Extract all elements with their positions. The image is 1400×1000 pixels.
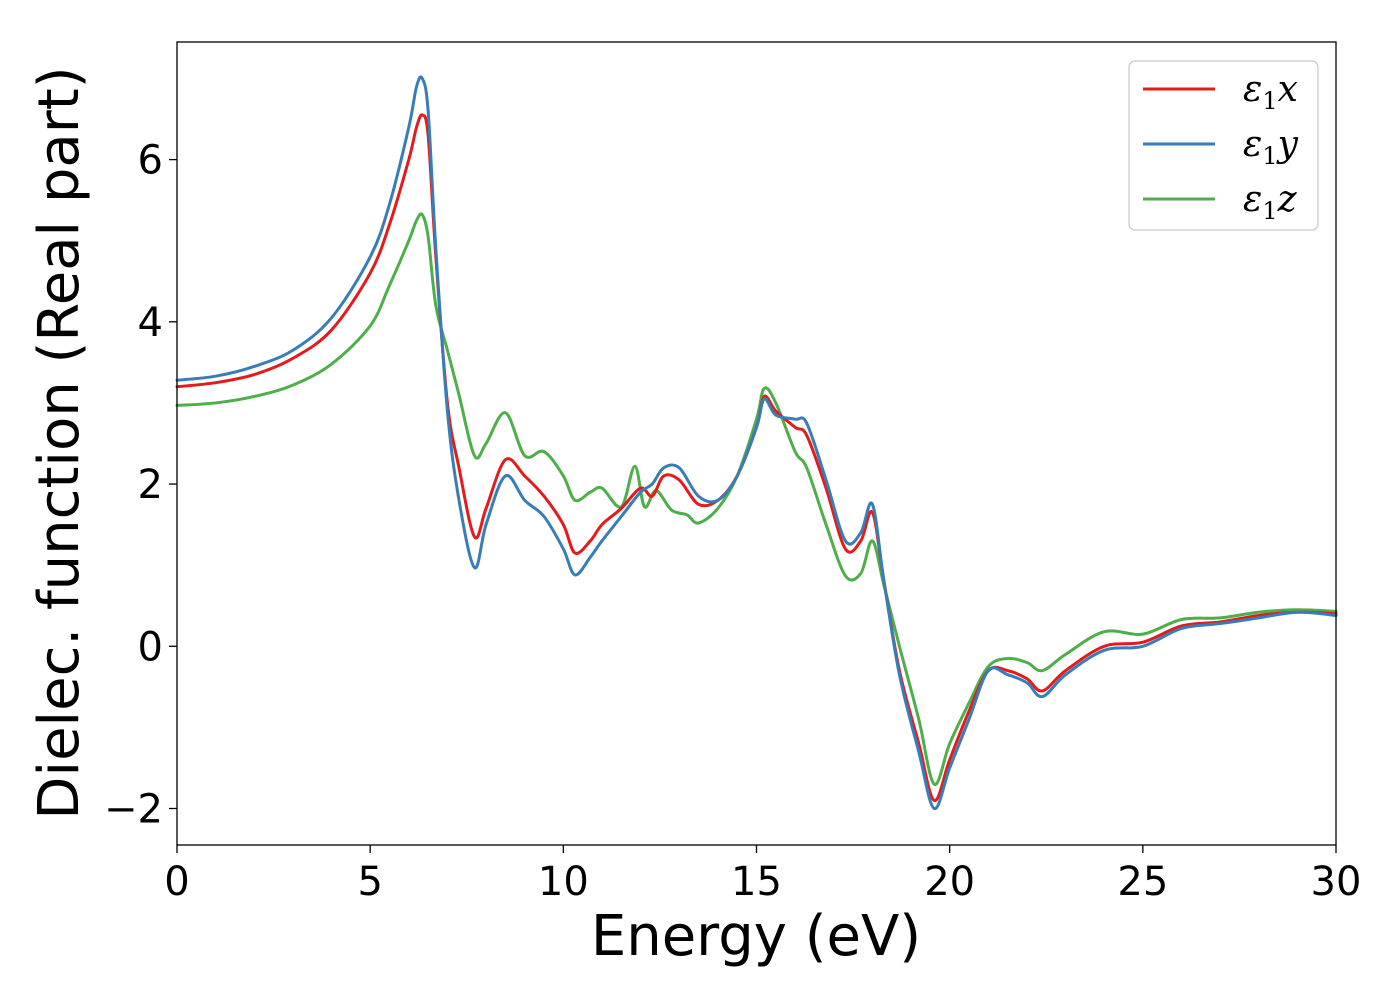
series-lines [175, 75, 1338, 811]
y-axis-ticks: −2 0 2 4 6 [104, 138, 177, 833]
legend-label-y: ε1y [1243, 124, 1299, 170]
legend-label-x: ε1x [1243, 69, 1298, 115]
y-axis-title: Dielec. function (Real part) [27, 66, 92, 819]
legend-label-z: ε1z [1243, 179, 1298, 225]
legend-items: ε1x ε1y ε1z [1143, 69, 1299, 225]
x-tick-label: 5 [357, 859, 382, 905]
x-tick-label: 15 [731, 859, 782, 905]
x-tick-label: 30 [1311, 859, 1362, 905]
legend-box [1128, 60, 1319, 231]
y-tick-label: 4 [138, 300, 163, 346]
series-line-x [175, 113, 1338, 802]
y-tick-label: 0 [138, 624, 163, 670]
legend: ε1x ε1y ε1z [1128, 60, 1319, 231]
series-line-z [175, 212, 1338, 786]
x-tick-label: 25 [1117, 859, 1168, 905]
x-tick-label: 10 [538, 859, 589, 905]
y-tick-label: 2 [138, 462, 163, 508]
x-tick-label: 0 [164, 859, 189, 905]
x-axis-title: Energy (eV) [591, 904, 921, 969]
y-tick-label: −2 [104, 787, 163, 833]
y-tick-label: 6 [138, 138, 163, 184]
series-line-y [175, 75, 1338, 811]
x-axis-ticks: 0 5 10 15 20 25 30 [164, 845, 1361, 905]
x-tick-label: 20 [924, 859, 975, 905]
